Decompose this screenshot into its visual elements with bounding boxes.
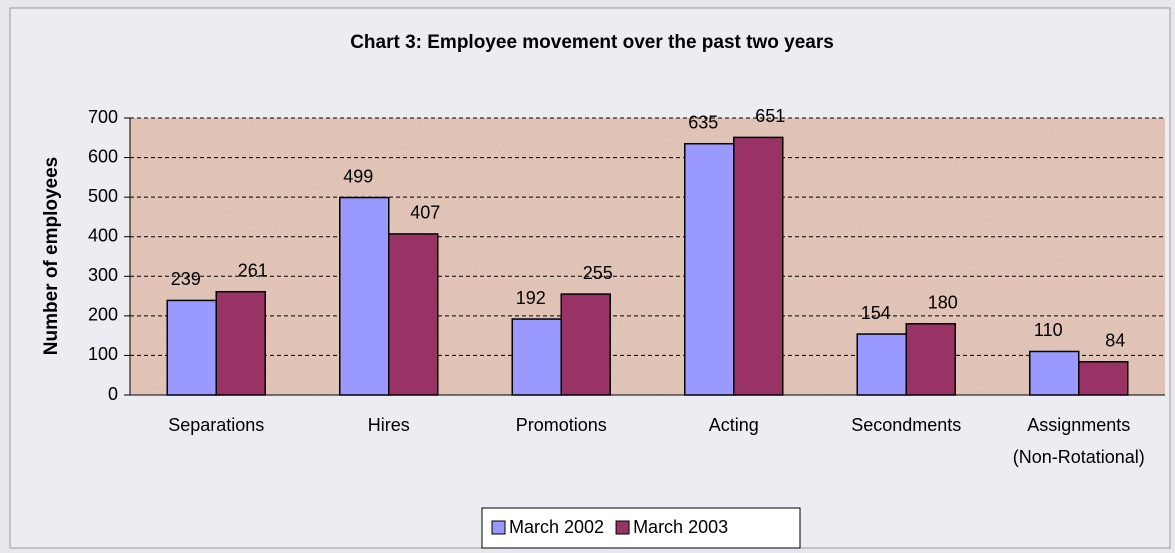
chart-title: Chart 3: Employee movement over the past…: [350, 32, 834, 53]
value-label: 110: [1034, 320, 1063, 340]
x-tick-label: Promotions: [516, 415, 607, 435]
value-label: 154: [861, 303, 891, 323]
y-tick-label: 200: [88, 305, 118, 325]
plot-texture: [130, 118, 1165, 395]
x-tick-label: Acting: [709, 415, 759, 435]
value-label: 499: [343, 166, 373, 186]
bar: [856, 333, 907, 396]
value-label: 192: [516, 288, 546, 308]
value-label: 261: [238, 260, 268, 280]
legend-label: March 2003: [633, 517, 728, 537]
y-tick-label: 600: [88, 146, 118, 166]
bar: [560, 293, 611, 396]
value-label: 651: [755, 106, 785, 126]
bar: [733, 136, 784, 396]
value-label: 635: [688, 112, 718, 132]
value-label: 255: [583, 263, 613, 283]
x-tick-label: Separations: [168, 415, 264, 435]
legend: [481, 507, 801, 549]
bar: [339, 196, 390, 396]
x-tick-label: Secondments: [851, 415, 961, 435]
bar: [166, 299, 217, 396]
bar: [1029, 350, 1080, 396]
bar: [511, 318, 562, 396]
bar: [215, 290, 266, 396]
bar: [684, 142, 735, 396]
bar: [388, 233, 439, 396]
legend-swatch: [491, 520, 506, 535]
y-axis-title: Number of employees: [41, 157, 62, 356]
x-tick-label: Hires: [368, 415, 410, 435]
legend-label: March 2002: [509, 517, 604, 537]
value-label: 180: [928, 293, 958, 313]
y-tick-label: 0: [108, 384, 118, 404]
y-tick-label: 300: [88, 265, 118, 285]
value-label: 239: [171, 269, 201, 289]
y-tick-label: 700: [88, 107, 118, 127]
y-tick-label: 500: [88, 186, 118, 206]
x-tick-label: Assignments (Non-Rotational): [1013, 415, 1145, 467]
legend-swatch: [615, 520, 630, 535]
bar: [905, 323, 956, 396]
value-label: 407: [410, 203, 440, 223]
y-tick-label: 100: [88, 344, 118, 364]
value-label: 84: [1105, 331, 1125, 351]
bar: [1078, 361, 1129, 396]
y-tick-label: 400: [88, 225, 118, 245]
